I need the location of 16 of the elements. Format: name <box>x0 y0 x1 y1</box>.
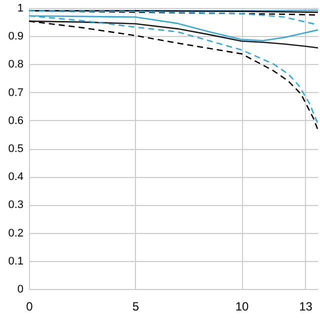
y-tick-label: 0.5 <box>8 143 24 155</box>
y-tick-label: 0.9 <box>8 30 24 43</box>
y-tick-label: 0.7 <box>8 86 24 99</box>
y-tick-label: 0.2 <box>8 227 24 240</box>
y-tick-label: 0.6 <box>8 114 24 127</box>
y-tick-label: 1 <box>17 2 24 14</box>
x-tick-label: 13 <box>299 300 313 314</box>
y-tick-label: 0.3 <box>8 199 24 212</box>
y-tick-label: 0.4 <box>8 171 24 184</box>
x-tick-label: 0 <box>26 300 34 314</box>
x-tick-label: 5 <box>132 300 140 314</box>
y-tick-label: 0 <box>17 284 24 296</box>
y-tick-label: 0.1 <box>8 255 24 268</box>
y-tick-label: 0.8 <box>8 58 24 71</box>
x-tick-label: 10 <box>235 300 249 314</box>
line-series <box>29 20 318 49</box>
